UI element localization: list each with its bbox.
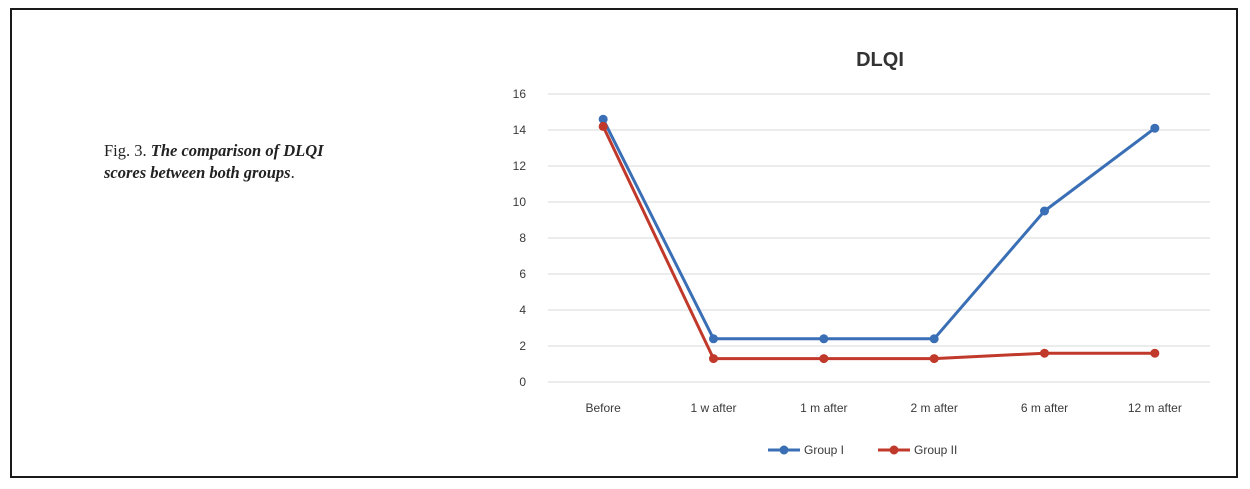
y-tick-label: 4 [519, 303, 526, 317]
y-tick-label: 12 [513, 159, 527, 173]
grid-lines [548, 93, 1210, 383]
legend-label: Group II [914, 443, 957, 457]
chart-title: DLQI [856, 49, 904, 71]
legend-marker [889, 445, 899, 455]
data-point [1040, 206, 1049, 216]
y-tick-label: 14 [513, 123, 527, 137]
caption-text: The comparison of DLQI scores between bo… [104, 141, 324, 182]
figure-frame [10, 8, 1238, 478]
data-point [929, 334, 939, 344]
series-1 [598, 114, 1160, 344]
y-tick-label: 16 [513, 87, 527, 101]
figure-caption: Fig. 3. The comparison of DLQI scores be… [104, 140, 354, 184]
data-point [819, 334, 829, 344]
x-tick-label: 1 m after [800, 401, 847, 415]
legend-marker [779, 445, 789, 455]
data-point [598, 114, 608, 124]
legend-item-2: Group II [878, 443, 957, 457]
x-tick-label: 12 m after [1128, 401, 1182, 415]
x-axis-ticks: Before 1 w after 1 m after 2 m after 6 m aft… [585, 401, 1181, 415]
legend-label: Group I [804, 443, 844, 457]
y-tick-label: 2 [519, 339, 526, 353]
legend-item-1: Group I [768, 443, 844, 457]
data-point [929, 354, 939, 364]
y-tick-label: 0 [519, 375, 526, 389]
data-point [1150, 123, 1160, 133]
x-tick-label: Before [585, 401, 621, 415]
series-2 [598, 121, 1160, 364]
data-point [709, 354, 718, 364]
x-tick-label: 6 m after [1021, 401, 1068, 415]
caption-suffix: . [290, 163, 295, 182]
y-tick-label: 8 [519, 231, 526, 245]
caption-prefix: Fig. 3. [104, 141, 147, 160]
dlqi-chart: DLQI 0 2 4 6 8 10 12 14 16 Before 1 w after 1 m af… [513, 49, 1210, 457]
series-layer [598, 114, 1160, 364]
x-tick-label: 1 w after [690, 401, 736, 415]
x-tick-label: 2 m after [910, 401, 957, 415]
data-point [1150, 348, 1160, 358]
y-tick-label: 6 [519, 267, 526, 281]
chart-legend: Group I Group II [768, 443, 957, 457]
series-line-1 [601, 118, 1156, 341]
data-point [819, 354, 829, 364]
y-tick-label: 10 [513, 195, 527, 209]
y-axis-ticks: 0 2 4 6 8 10 12 14 16 [513, 87, 527, 389]
data-point [1040, 348, 1049, 358]
data-point [598, 121, 608, 131]
data-point [709, 334, 718, 344]
series-line-2 [601, 125, 1155, 361]
